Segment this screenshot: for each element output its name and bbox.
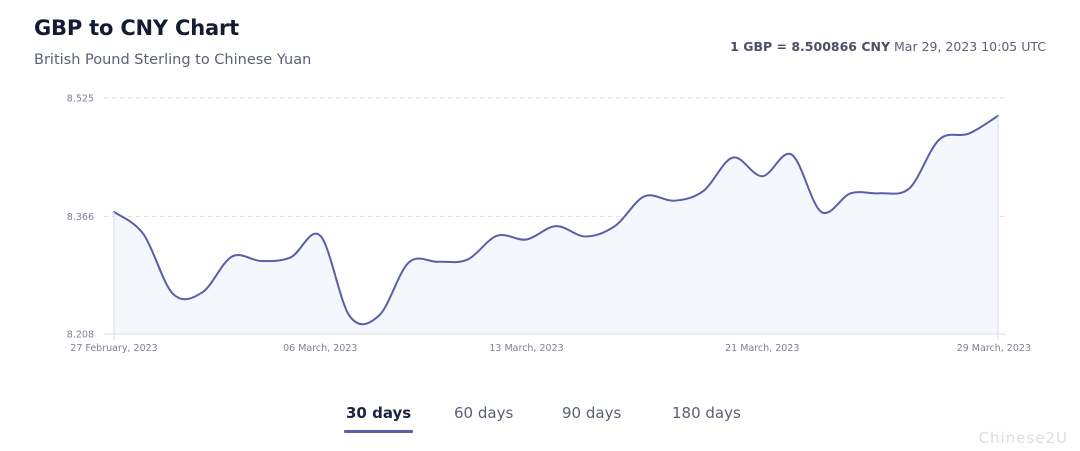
tab-90-days[interactable]: 90 days (562, 404, 622, 422)
current-rate: 1 GBP = 8.500866 CNY Mar 29, 2023 10:05 … (730, 39, 1046, 54)
watermark: Chinese2U (978, 429, 1068, 447)
range-tabs: 30 days 60 days 90 days 180 days (0, 404, 1080, 444)
tab-30-days[interactable]: 30 days (343, 404, 414, 433)
rate-timestamp: Mar 29, 2023 10:05 UTC (894, 39, 1046, 54)
y-tick-label: 8.366 (67, 212, 94, 223)
tab-180-days[interactable]: 180 days (672, 404, 741, 422)
y-tick-label: 8.208 (67, 330, 94, 341)
x-tick-label: 13 March, 2023 (489, 343, 563, 354)
exchange-rate-chart: 8.525 8.366 8.208 27 February, 2023 06 March… (67, 94, 1031, 355)
tab-60-days[interactable]: 60 days (454, 404, 514, 422)
series-area (114, 115, 998, 335)
series-line (113, 114, 999, 326)
rate-value: 1 GBP = 8.500866 CNY (730, 39, 891, 54)
chart-title: GBP to CNY Chart (34, 16, 239, 40)
x-tick-label: 29 March, 2023 (957, 343, 1031, 354)
x-tick-label: 21 March, 2023 (725, 343, 799, 354)
chart-subtitle: British Pound Sterling to Chinese Yuan (34, 52, 312, 68)
y-tick-label: 8.525 (67, 94, 94, 105)
x-tick-label: 06 March, 2023 (283, 343, 357, 354)
x-tick-label: 27 February, 2023 (70, 343, 157, 354)
